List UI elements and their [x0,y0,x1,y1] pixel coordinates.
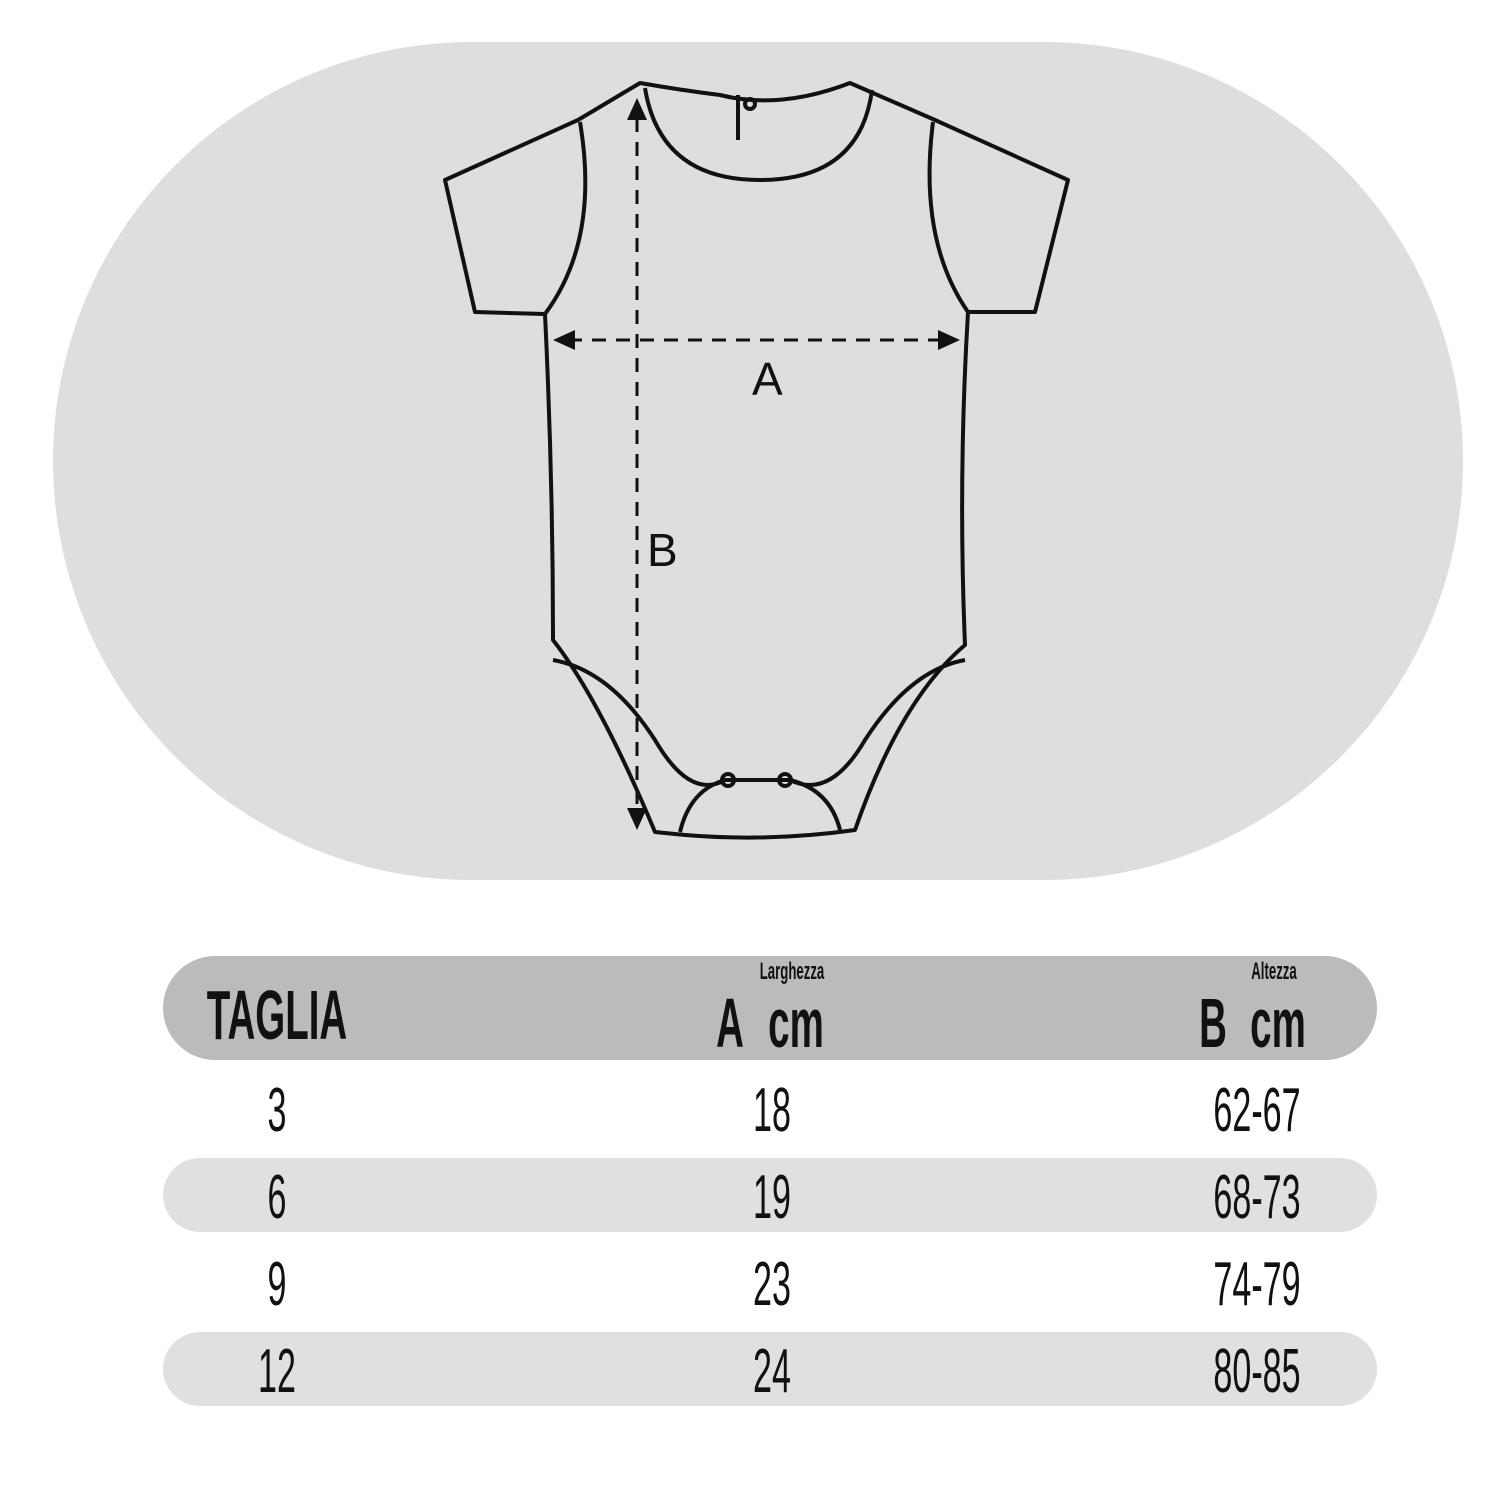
sleeve-seam-right [927,121,970,314]
crotch-band [678,778,842,833]
leg-band-left [552,658,726,787]
leg-band-right [789,658,966,787]
bodysuit-illustration [443,81,1070,840]
sleeve-seam-left [543,121,588,316]
cell-a: 24 [753,1337,791,1406]
cell-a: 19 [753,1163,791,1232]
header-b-letter: B [1199,984,1227,1062]
arrowheads [553,98,960,830]
cell-b: 80-85 [1213,1337,1301,1406]
header-size: TAGLIA [206,976,348,1054]
row-stripe [163,1332,1377,1406]
bodysuit-outline [443,81,1070,840]
header-a-desc: Larghezza [759,958,825,985]
collar [643,87,874,182]
header-b-unit: cm [1250,984,1306,1062]
header-a-unit: cm [768,984,824,1062]
cell-size: 12 [258,1337,296,1406]
label-b: B [647,524,678,576]
cell-a: 18 [753,1076,791,1145]
cell-size: 3 [267,1076,287,1145]
cell-b: 62-67 [1213,1076,1301,1145]
cell-a: 23 [753,1250,791,1319]
cell-b: 68-73 [1213,1163,1301,1232]
label-a: A [752,353,783,405]
header-b-desc: Altezza [1251,958,1297,985]
table-header [163,956,1377,1060]
cell-b: 74-79 [1213,1250,1301,1319]
header-a-letter: A [716,984,744,1062]
row-stripe [163,1158,1377,1232]
cell-size: 9 [267,1250,287,1319]
cell-size: 6 [267,1163,287,1232]
measure-lines [568,118,945,815]
